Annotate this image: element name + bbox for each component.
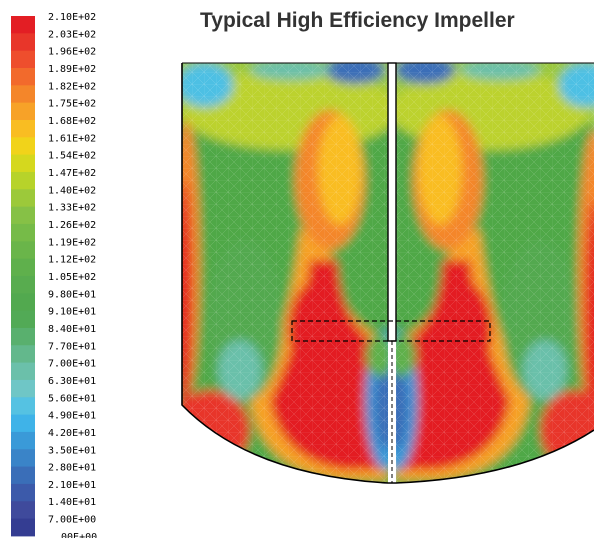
color-scale-swatch xyxy=(11,379,35,398)
color-scale-label: 1.19E+02 xyxy=(48,237,96,248)
color-scale-label: 6.30E+01 xyxy=(48,376,96,387)
figure-title: Typical High Efficiency Impeller xyxy=(200,9,515,32)
color-scale-swatch xyxy=(11,189,35,208)
color-scale-label: 1.61E+02 xyxy=(48,133,96,144)
color-scale-swatch xyxy=(11,397,35,416)
color-scale-swatch xyxy=(11,362,35,381)
impeller-shaft xyxy=(387,62,397,342)
color-scale-label: 1.26E+02 xyxy=(48,220,96,231)
color-scale-label: 1.40E+01 xyxy=(48,497,96,508)
color-scale-label: 2.10E+02 xyxy=(48,12,96,23)
color-scale-label: 1.75E+02 xyxy=(48,99,96,110)
color-scale-swatch xyxy=(11,67,35,86)
color-scale-swatch xyxy=(11,345,35,364)
color-scale-label: 1.96E+02 xyxy=(48,47,96,58)
color-scale-swatch xyxy=(11,50,35,69)
color-scale-swatch xyxy=(11,518,35,537)
color-scale-swatch xyxy=(11,449,35,468)
color-scale-label: 7.00E+00 xyxy=(48,515,96,526)
color-scale-label: 1.12E+02 xyxy=(48,255,96,266)
color-scale-label: 9.80E+01 xyxy=(48,289,96,300)
tank-wall xyxy=(181,63,594,484)
color-scale-label: 1.47E+02 xyxy=(48,168,96,179)
color-scale-swatch xyxy=(11,275,35,294)
color-scale-swatch xyxy=(11,241,35,260)
color-scale-swatch xyxy=(11,16,35,34)
color-scale-label: 1.68E+02 xyxy=(48,116,96,127)
color-scale-swatch xyxy=(11,223,35,242)
color-scale-bar: 2.10E+02 2.03E+02 1.96E+02 1.89E+02 1.82E+02… xyxy=(11,12,97,538)
color-scale-label: 2.10E+01 xyxy=(48,480,96,491)
color-scale-label: 9.10E+01 xyxy=(48,307,96,318)
impeller-swept-region xyxy=(291,320,491,342)
color-scale-swatch xyxy=(11,293,35,312)
color-scale-swatch xyxy=(11,119,35,138)
color-scale-label: 1.89E+02 xyxy=(48,64,96,75)
velocity-field-right xyxy=(396,63,594,483)
velocity-field-left xyxy=(182,63,388,483)
color-scale-label: 3.50E+01 xyxy=(48,445,96,456)
color-scale-label: 1.40E+02 xyxy=(48,185,96,196)
color-scale-swatch xyxy=(11,327,35,346)
color-scale-label: 4.20E+01 xyxy=(48,428,96,439)
color-scale-swatch xyxy=(11,483,35,502)
color-scale-swatch xyxy=(11,310,35,329)
color-scale-label: 2.80E+01 xyxy=(48,463,96,474)
color-scale-label: 4.90E+01 xyxy=(48,411,96,422)
color-scale-label: 5.60E+01 xyxy=(48,393,96,404)
color-scale-swatch xyxy=(11,414,35,433)
color-scale-swatch xyxy=(11,258,35,277)
color-scale-swatch xyxy=(11,154,35,173)
color-scale-label: 1.33E+02 xyxy=(48,203,96,214)
color-scale-label: 8.40E+01 xyxy=(48,324,96,335)
color-scale-label: 1.05E+02 xyxy=(48,272,96,283)
color-scale-label: 2.03E+02 xyxy=(48,29,96,40)
color-scale-swatch xyxy=(11,431,35,450)
color-scale-swatch xyxy=(11,171,35,190)
color-scale-swatch xyxy=(11,33,35,52)
color-scale-label: 1.54E+02 xyxy=(48,151,96,162)
color-scale-swatch xyxy=(11,137,35,156)
color-scale-label: 7.00E+01 xyxy=(48,359,96,370)
color-scale-swatch xyxy=(11,85,35,104)
color-scale-swatch xyxy=(11,466,35,485)
color-scale-swatch xyxy=(11,102,35,121)
color-scale-swatch xyxy=(11,206,35,225)
color-scale-swatch xyxy=(11,501,35,520)
color-scale-label: 7.70E+01 xyxy=(48,341,96,352)
color-scale-label: 1.82E+02 xyxy=(48,81,96,92)
color-scale-label: .00E+00 xyxy=(55,532,97,538)
